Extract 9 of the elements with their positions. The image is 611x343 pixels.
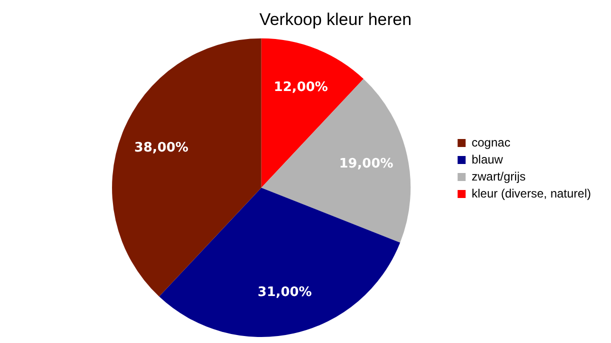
legend-label: blauw (472, 152, 504, 166)
chart-title: Verkoop kleur heren (259, 10, 412, 29)
data-label: 12,00% (274, 80, 328, 96)
legend-label: kleur (diverse, naturel) (472, 186, 592, 200)
legend-label: zwart/grijs (472, 169, 526, 184)
data-label: 38,00% (134, 140, 188, 156)
legend-label: cognac (472, 135, 510, 150)
data-label: 31,00% (258, 284, 312, 300)
data-label: 19,00% (339, 156, 394, 172)
